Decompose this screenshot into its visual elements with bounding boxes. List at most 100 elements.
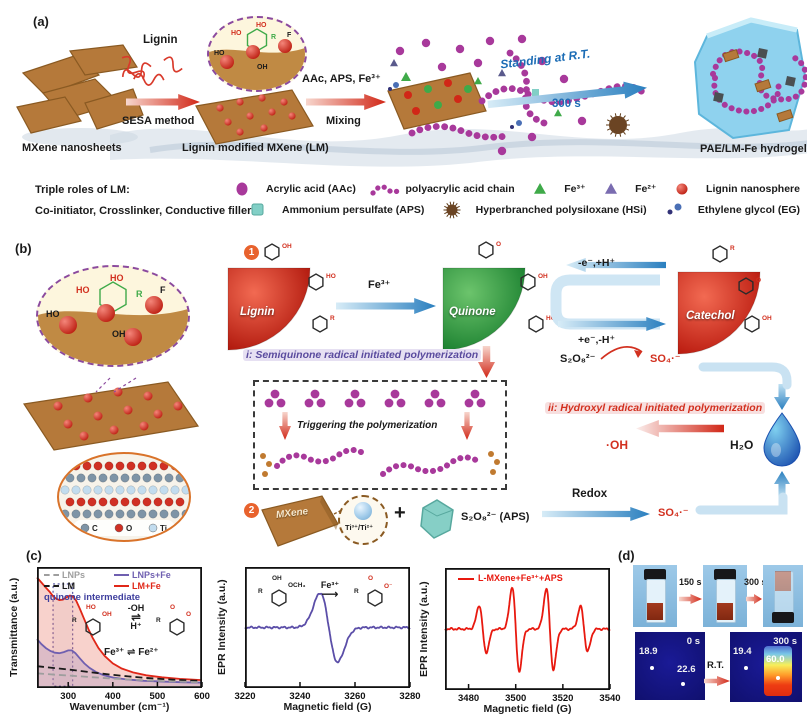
redox-label: Redox <box>572 488 608 500</box>
mxene-nanosheets-caption: MXene nanosheets <box>22 142 122 154</box>
ir-temp-60-0: 60.0 <box>766 654 785 665</box>
ring-structure: HO OH R <box>72 604 112 641</box>
ir-spot-dot <box>681 682 685 686</box>
so4-label: SO₄·⁻ <box>650 353 681 365</box>
legend-series-name: LNPs <box>62 570 86 580</box>
oh-radical-arrow <box>636 420 724 456</box>
vial-liquid <box>647 603 663 620</box>
svg-text:O: O <box>496 241 501 248</box>
polymerization-art <box>255 382 505 488</box>
panel-d-label: (d) <box>618 548 635 563</box>
equilibrium-arrows: ⇌ <box>130 610 142 624</box>
step-2-badge: 2 <box>244 503 259 518</box>
mixing-scene-illustration <box>382 33 650 168</box>
ir-spot-dot <box>650 666 654 670</box>
so4-product-label: SO₄·⁻ <box>658 507 689 519</box>
ring-substituent-label: R <box>354 588 359 595</box>
plus-sign: + <box>394 502 406 524</box>
chart2-chemistry-inset: OH OCH₃ R Fe³⁺ ⟶ O O⁻ R <box>258 572 406 616</box>
lm-sheet-large-illustration <box>18 377 203 456</box>
ring-structure: O O⁻ R <box>354 575 393 612</box>
ring-structure: OH OCH₃ R <box>258 575 305 612</box>
route-ii-label: ii: Hydroxyl radical initiated polymeriz… <box>545 402 766 414</box>
equilibrium-annotation: -OH ⇌ H⁺ <box>118 603 154 632</box>
polymerization-dashed-box: Triggering the polymerization <box>253 380 507 490</box>
catechol-disc-illustration <box>676 270 762 355</box>
ring-substituent-label: OH <box>272 575 282 582</box>
ring-substituent-label: OCH₃ <box>288 582 306 589</box>
legend-item: Acrylic acid (AAc) <box>232 181 356 197</box>
svg-text:3280: 3280 <box>399 691 420 702</box>
epr-semiquinone-chart: 3220 3240 3260 3280 <box>234 566 421 702</box>
legend-item-label: Ammonium persulfate (APS) <box>282 204 425 216</box>
svg-text:OH: OH <box>538 273 548 280</box>
ir-hot-vial: 60.0 <box>764 646 792 696</box>
phenolic-rings-illustration: OH HO R O OH HO R O OH <box>220 238 807 358</box>
legend-series-name: LM <box>62 581 75 591</box>
chart-legend-item: LNPs <box>44 570 114 580</box>
cycle-bottom-label: +e⁻,-H⁺ <box>578 334 616 346</box>
ring-substituent-label: O <box>170 604 176 611</box>
svg-text:Ti: Ti <box>160 524 167 533</box>
quinone-down-arrow <box>474 346 500 380</box>
standing-arrow <box>487 78 657 118</box>
vial-photo-150s <box>703 565 747 627</box>
fe3-arrow-label: Fe³⁺ <box>368 279 391 291</box>
rt-arrow <box>704 674 730 688</box>
svg-text:400: 400 <box>105 691 121 702</box>
chart3-xlabel: Magnetic field (G) <box>483 703 572 715</box>
vial-glass <box>774 571 794 615</box>
ring-substituent-label: HO <box>86 604 96 611</box>
svg-text:HO: HO <box>326 273 336 280</box>
chart1-xlabel: Wavenumber (cm⁻¹) <box>69 701 170 713</box>
eq-bottom-label: H⁺ <box>130 621 142 631</box>
mxene-sheet-step2-illustration <box>258 492 343 550</box>
legend-row1-title: Triple roles of LM: <box>35 184 130 196</box>
ir-spot-dot <box>744 666 748 670</box>
aps-square-icon <box>248 202 278 218</box>
ir-temp-22-6: 22.6 <box>677 664 696 675</box>
mxene-lattice-art: C O Ti <box>59 454 189 540</box>
triggering-label: Triggering the polymerization <box>297 420 438 431</box>
insetb-r-label: R <box>136 289 143 299</box>
hydrogel-illustration <box>693 17 807 143</box>
svg-text:O: O <box>756 277 761 284</box>
lignin-chains-illustration <box>120 50 200 98</box>
legend-row2-items: Ammonium persulfate (APS) Hyperbranched p… <box>248 201 800 219</box>
hsi-ball-icon <box>442 201 472 219</box>
droplet-upflow-arrow <box>768 470 796 497</box>
legend-line-sample <box>114 585 129 587</box>
ti-valence-label: Ti³⁺/Ti²⁺ <box>345 523 374 532</box>
ir-image-0s: 0 s 18.9 22.6 <box>635 632 705 700</box>
legend-series-name: LNPs+Fe <box>132 570 171 580</box>
legend-item-label: Fe³⁺ <box>564 183 586 195</box>
legend-line-sample <box>458 577 474 580</box>
svg-text:500: 500 <box>149 691 165 702</box>
svg-text:R: R <box>330 315 335 322</box>
svg-text:OH: OH <box>762 315 772 322</box>
s2o8-label: S₂O₈²⁻ <box>560 353 596 365</box>
insetb-ho-label: HO <box>46 309 60 319</box>
redox-cycle-arrows <box>548 258 673 338</box>
fe3-triangle-icon <box>530 181 560 197</box>
legend-item-label: Fe²⁺ <box>635 183 657 195</box>
svg-text:3260: 3260 <box>344 691 365 702</box>
legend-line-sample <box>114 574 129 576</box>
photo-arrow-1 <box>679 592 702 604</box>
chart2-ylabel: EPR Intensity (a.u.) <box>216 579 228 676</box>
hydrogel-caption: PAE/LM-Fe hydrogel <box>700 143 807 155</box>
photo-arrow-2 <box>746 592 762 604</box>
chart-legend-item: LNPs+Fe <box>114 570 202 580</box>
aps-crystal-icon <box>417 498 457 540</box>
vial-cap <box>644 569 666 580</box>
vial-photo-0s <box>633 565 677 627</box>
ring-substituent-label: R <box>156 617 161 624</box>
legend-line-sample <box>44 585 59 587</box>
insetb-ho-left-label: HO <box>76 285 90 295</box>
chart-legend-item: LM <box>44 581 114 591</box>
standing-time-label: 300 s <box>552 98 581 110</box>
aps-formula-label: S₂O₈²⁻ (APS) <box>461 511 530 523</box>
paa-chain-icon <box>370 181 404 197</box>
rt-label: R.T. <box>707 660 724 671</box>
